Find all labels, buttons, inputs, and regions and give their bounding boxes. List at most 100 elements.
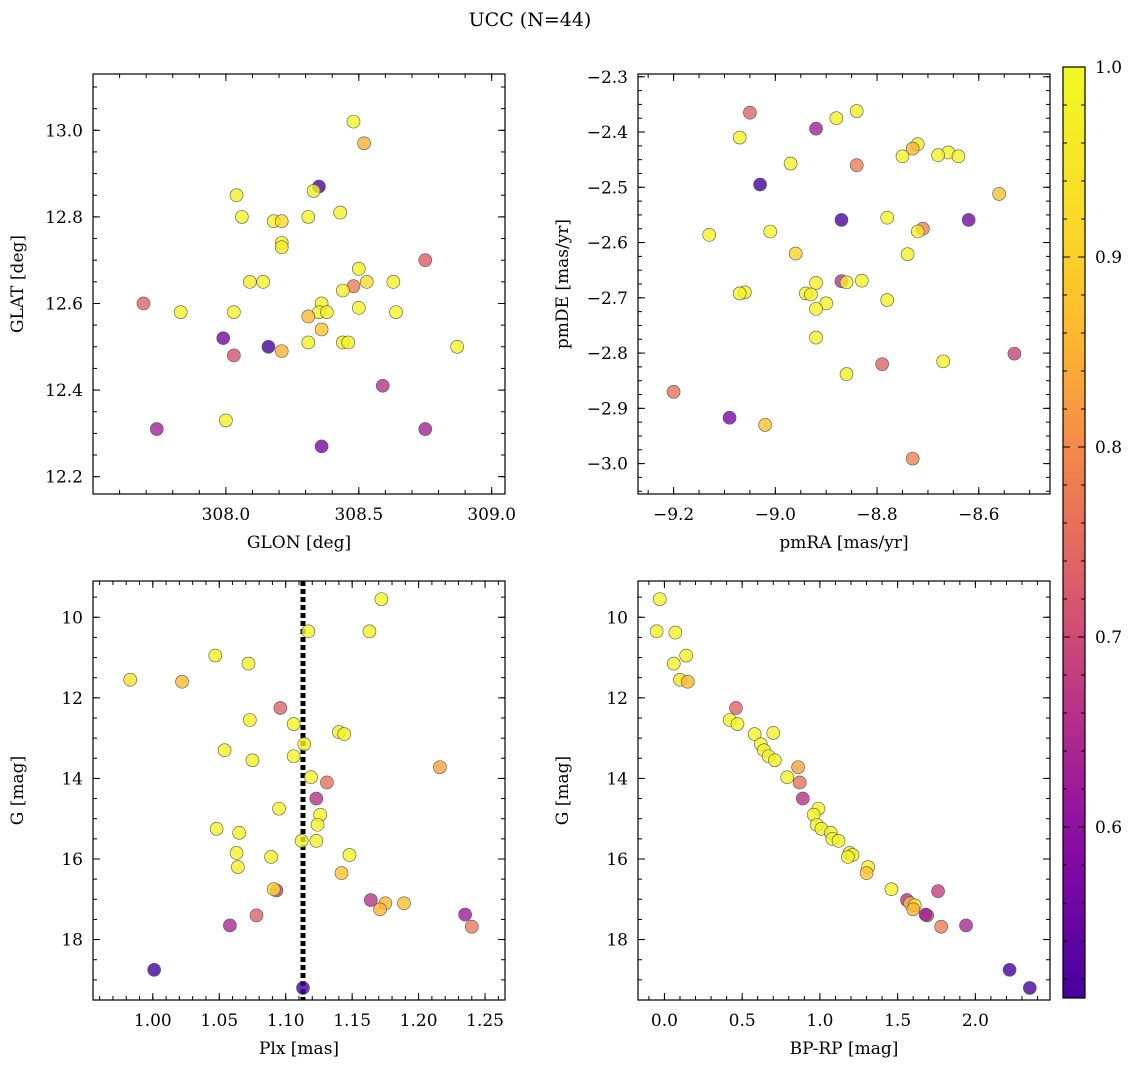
data-point bbox=[649, 624, 664, 639]
data-point bbox=[841, 850, 855, 864]
data-point bbox=[320, 305, 334, 319]
data-point bbox=[310, 817, 325, 832]
y-tick-label: 16 bbox=[606, 850, 628, 870]
colorbar-tick-label: 0.8 bbox=[1095, 438, 1122, 458]
data-point bbox=[875, 357, 889, 371]
data-point bbox=[936, 354, 950, 369]
data-point bbox=[346, 114, 361, 129]
y-tick-label: −3.0 bbox=[587, 455, 628, 475]
data-point bbox=[768, 753, 782, 768]
data-point bbox=[809, 121, 823, 136]
data-point bbox=[931, 148, 945, 163]
data-point bbox=[829, 111, 844, 126]
y-tick-label: 12.2 bbox=[45, 468, 83, 488]
data-point bbox=[680, 674, 695, 689]
data-point bbox=[175, 674, 189, 689]
data-point bbox=[231, 860, 245, 874]
data-point bbox=[795, 791, 810, 806]
data-point bbox=[301, 335, 316, 350]
data-point bbox=[809, 330, 823, 345]
data-point bbox=[849, 104, 864, 118]
data-point bbox=[743, 105, 757, 120]
data-point bbox=[342, 848, 357, 862]
data-point bbox=[804, 287, 818, 302]
y-tick-label: −2.9 bbox=[587, 399, 628, 419]
data-point bbox=[359, 275, 374, 289]
data-point bbox=[336, 283, 350, 298]
y-tick-label: 10 bbox=[606, 608, 628, 628]
y-tick-label: 13.0 bbox=[45, 121, 83, 141]
colorbar-tick-label: 0.6 bbox=[1095, 818, 1122, 838]
data-point bbox=[792, 775, 807, 790]
data-point bbox=[386, 275, 401, 289]
axes-frame bbox=[637, 580, 1051, 1001]
data-point bbox=[992, 187, 1006, 201]
data-point bbox=[341, 335, 355, 350]
data-point bbox=[314, 322, 329, 337]
data-point bbox=[173, 305, 188, 319]
data-point bbox=[297, 737, 312, 751]
data-point bbox=[652, 592, 667, 606]
data-point bbox=[227, 348, 241, 363]
y-tick-label: −2.6 bbox=[587, 234, 628, 254]
data-point bbox=[304, 770, 318, 785]
data-point bbox=[934, 919, 948, 934]
data-point bbox=[766, 726, 781, 740]
x-tick-label: −8.6 bbox=[958, 505, 999, 525]
data-point bbox=[849, 158, 864, 172]
data-point bbox=[884, 882, 899, 897]
data-point bbox=[286, 749, 301, 764]
data-point bbox=[274, 214, 289, 229]
data-point bbox=[229, 846, 244, 860]
data-point bbox=[227, 305, 241, 319]
data-point bbox=[235, 210, 249, 224]
data-point bbox=[266, 882, 281, 897]
data-point bbox=[216, 331, 231, 345]
x-tick-label: 1.20 bbox=[400, 1011, 438, 1031]
data-point bbox=[136, 296, 151, 311]
panel-1: 308.0 308.5 309.0 12.2 12.4 12.6 12.8 13.0 GLON … bbox=[8, 73, 516, 553]
data-point bbox=[668, 625, 683, 640]
data-point bbox=[208, 648, 223, 663]
data-point bbox=[296, 981, 310, 995]
data-point bbox=[286, 717, 301, 731]
y-tick-label: 14 bbox=[606, 769, 628, 789]
y-tick-label: −2.7 bbox=[587, 289, 628, 309]
data-point bbox=[809, 302, 823, 316]
data-point bbox=[362, 624, 377, 639]
y-tick-label: −2.5 bbox=[587, 178, 628, 198]
y-tick-label: 12 bbox=[606, 689, 628, 709]
data-point bbox=[679, 648, 693, 663]
data-point bbox=[1022, 981, 1037, 995]
data-point bbox=[839, 367, 854, 381]
data-point bbox=[147, 962, 161, 977]
data-point bbox=[301, 624, 316, 639]
data-point bbox=[729, 701, 743, 715]
y-tick-label: 12.6 bbox=[45, 294, 83, 314]
data-point bbox=[959, 918, 973, 933]
data-point bbox=[880, 210, 895, 225]
data-point bbox=[905, 451, 920, 466]
data-point bbox=[895, 149, 910, 164]
colorbar-tick-label: 0.7 bbox=[1095, 628, 1122, 648]
data-point bbox=[464, 919, 479, 934]
x-axis-label: GLON [deg] bbox=[247, 533, 351, 553]
data-point bbox=[918, 907, 933, 922]
data-point bbox=[309, 834, 324, 848]
data-point bbox=[910, 224, 925, 239]
data-point bbox=[931, 884, 945, 899]
data-point bbox=[294, 834, 309, 848]
x-axis-label: pmRA [mas/yr] bbox=[779, 533, 908, 553]
data-point bbox=[732, 286, 747, 301]
data-point bbox=[906, 902, 920, 917]
x-tick-label: 1.10 bbox=[267, 1011, 305, 1031]
data-point bbox=[334, 866, 349, 880]
panel-3: 1.00 1.05 1.10 1.15 1.20 1.25 10 12 14 16 18 Plx [m… bbox=[8, 580, 506, 1059]
data-point bbox=[363, 893, 378, 907]
data-point bbox=[314, 439, 329, 454]
x-tick-label: 1.15 bbox=[333, 1011, 371, 1031]
data-point bbox=[374, 592, 389, 606]
x-tick-label: 1.0 bbox=[806, 1011, 833, 1031]
panel-2: −9.2 −9.0 −8.8 −8.6 −2.3 −2.4 −2.5 −2.6 −2.7 −2.8… bbox=[553, 68, 1051, 553]
